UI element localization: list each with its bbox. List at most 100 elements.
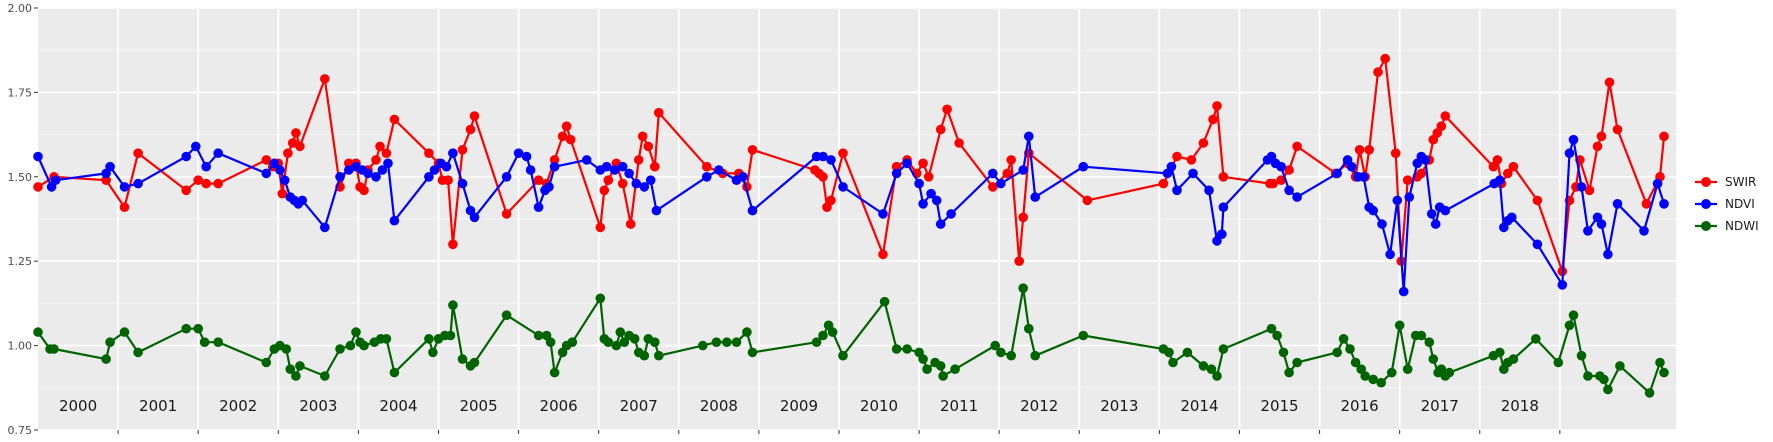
data-point-ndwi xyxy=(448,300,458,310)
year-label: 2009 xyxy=(780,397,818,415)
data-point-ndvi xyxy=(918,199,928,209)
data-point-ndvi xyxy=(549,161,560,172)
data-point-ndwi xyxy=(199,337,210,348)
data-point-swir xyxy=(923,172,934,182)
data-point-swir xyxy=(1018,212,1028,223)
y-axis: 0.75 1.00 1.25 1.50 1.75 2.00 xyxy=(8,2,38,437)
data-point-ndvi xyxy=(279,175,290,185)
data-point-swir xyxy=(1508,161,1519,172)
data-point-ndwi xyxy=(320,371,330,381)
data-point-ndwi xyxy=(567,337,578,348)
data-point-swir xyxy=(654,107,664,118)
data-point-swir xyxy=(1641,199,1652,209)
data-point-swir xyxy=(443,175,453,185)
data-point-swir xyxy=(565,134,576,145)
data-point-swir xyxy=(1380,53,1390,64)
data-point-swir xyxy=(133,148,143,158)
data-point-ndvi xyxy=(320,222,330,233)
data-point-swir xyxy=(1198,138,1209,148)
data-point-ndvi xyxy=(935,219,946,229)
year-label: 2014 xyxy=(1180,397,1218,415)
data-point-ndwi xyxy=(133,347,143,358)
data-point-ndvi xyxy=(878,209,888,219)
data-point-ndwi xyxy=(1332,347,1342,358)
data-point-swir xyxy=(1276,175,1286,185)
data-point-ndvi xyxy=(1030,192,1040,202)
data-point-ndvi xyxy=(1284,185,1294,196)
data-point-ndvi xyxy=(501,172,512,182)
data-point-ndvi xyxy=(838,182,848,192)
data-point-ndvi xyxy=(1576,182,1587,192)
data-point-ndvi xyxy=(1596,219,1607,229)
data-point-ndvi xyxy=(50,175,61,185)
data-point-ndwi xyxy=(891,344,902,354)
data-point-ndwi xyxy=(281,344,292,354)
data-point-ndvi xyxy=(429,165,440,175)
data-point-swir xyxy=(942,104,952,115)
data-point-swir xyxy=(878,249,888,260)
y-tick-label: 0.75 xyxy=(8,424,33,437)
data-point-ndvi xyxy=(645,175,656,185)
data-point-ndvi xyxy=(1385,249,1395,260)
data-point-swir xyxy=(213,178,223,189)
data-point-ndwi xyxy=(1444,367,1455,378)
data-point-ndwi xyxy=(119,327,130,337)
data-point-ndwi xyxy=(747,347,758,358)
data-point-ndwi xyxy=(1368,374,1378,385)
year-label: 2017 xyxy=(1421,397,1459,415)
data-point-ndvi xyxy=(1377,219,1387,229)
data-point-ndvi xyxy=(1495,175,1505,185)
data-point-swir xyxy=(603,175,614,185)
data-point-ndvi xyxy=(601,161,612,172)
data-point-ndwi xyxy=(335,344,345,354)
year-label: 2010 xyxy=(860,397,898,415)
data-point-ndwi xyxy=(1078,330,1089,341)
data-point-swir xyxy=(119,202,130,212)
data-point-ndvi xyxy=(1218,202,1229,212)
data-point-swir xyxy=(818,172,828,182)
data-point-swir xyxy=(320,74,330,84)
data-point-ndvi xyxy=(914,178,924,189)
year-label: 2016 xyxy=(1341,397,1379,415)
data-point-ndwi xyxy=(213,337,223,348)
major-grid xyxy=(38,7,1676,431)
data-point-ndvi xyxy=(946,209,956,219)
year-labels: 2000 2001 2002 2003 2004 2005 2006 2007 2008 2009… xyxy=(59,397,1539,415)
data-point-ndvi xyxy=(1398,286,1409,297)
data-point-swir xyxy=(1592,141,1603,152)
data-point-ndwi xyxy=(501,310,512,321)
data-point-ndwi xyxy=(611,340,622,351)
data-point-ndwi xyxy=(261,357,272,368)
data-point-ndwi xyxy=(950,364,960,375)
data-point-swir xyxy=(287,138,298,148)
data-point-ndwi xyxy=(549,367,560,378)
data-point-ndwi xyxy=(193,323,203,334)
data-point-ndwi xyxy=(1603,384,1613,395)
data-point-swir xyxy=(283,148,293,158)
data-point-ndwi xyxy=(1266,323,1277,334)
data-point-ndvi xyxy=(1404,192,1415,202)
series-ndwi xyxy=(33,283,1669,398)
data-point-swir xyxy=(599,185,610,196)
year-label: 2013 xyxy=(1100,397,1138,415)
data-point-swir xyxy=(935,124,946,135)
data-point-ndvi xyxy=(1603,249,1613,260)
data-point-swir xyxy=(533,175,544,185)
data-point-ndvi xyxy=(1557,280,1568,290)
data-point-ndwi xyxy=(1564,320,1575,331)
data-point-ndvi xyxy=(1568,134,1579,145)
data-point-ndwi xyxy=(181,323,191,334)
data-point-ndvi xyxy=(1358,172,1369,182)
data-point-swir xyxy=(375,141,385,152)
data-point-ndwi xyxy=(1416,330,1427,341)
data-point-ndvi xyxy=(1392,195,1403,206)
data-point-swir xyxy=(424,148,434,158)
data-point-ndvi xyxy=(261,168,272,179)
data-point-ndvi xyxy=(275,165,285,175)
data-point-ndvi xyxy=(424,172,434,182)
data-point-ndvi xyxy=(651,205,662,216)
data-point-swir xyxy=(561,121,572,131)
series-ndvi xyxy=(33,131,1669,297)
data-point-ndvi xyxy=(581,155,592,165)
